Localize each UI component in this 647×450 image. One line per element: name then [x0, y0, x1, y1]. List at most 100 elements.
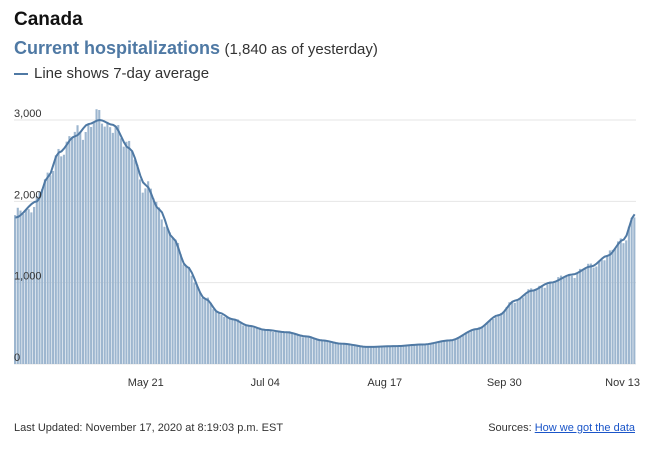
bar-day-69 — [201, 297, 204, 364]
x-tick-label-0: May 21 — [128, 377, 164, 389]
x-tick-label-2: Aug 17 — [367, 377, 402, 389]
sources: Sources: How we got the data — [488, 422, 635, 434]
bar-day-119 — [337, 342, 340, 364]
bar-day-111 — [315, 338, 318, 364]
bar-day-187 — [521, 297, 525, 364]
bar-day-20 — [68, 136, 71, 364]
bar-day-120 — [339, 343, 343, 364]
bar-day-50 — [149, 188, 152, 364]
bar-day-85 — [244, 326, 247, 364]
bar-day-95 — [272, 332, 275, 364]
bar-day-191 — [532, 290, 535, 364]
bar-day-94 — [269, 330, 272, 364]
bar-day-142 — [399, 345, 402, 364]
y-tick-label-2: 2,000 — [14, 189, 42, 201]
bar-day-27 — [87, 124, 90, 365]
bar-day-133 — [375, 346, 378, 364]
bar-day-172 — [481, 326, 484, 364]
bar-day-49 — [147, 181, 150, 364]
bar-day-136 — [383, 347, 386, 364]
bar-day-197 — [549, 281, 552, 364]
bar-day-0 — [14, 215, 17, 364]
y-tick-label-3: 3,000 — [14, 108, 42, 120]
bar-day-205 — [570, 275, 573, 364]
bar-day-147 — [413, 345, 416, 364]
bar-day-199 — [554, 282, 557, 364]
bar-day-44 — [133, 159, 136, 364]
bar-day-145 — [407, 345, 410, 364]
bar-day-46 — [138, 179, 142, 364]
bar-day-153 — [429, 343, 432, 364]
bar-day-18 — [62, 154, 66, 364]
bar-day-180 — [502, 311, 506, 364]
sources-link[interactable]: How we got the data — [534, 422, 635, 434]
bar-day-152 — [426, 343, 429, 364]
bar-day-167 — [467, 331, 470, 364]
bar-day-12 — [46, 172, 49, 364]
bar-day-8 — [35, 196, 38, 364]
bar-day-33 — [103, 126, 106, 364]
bar-day-53 — [157, 207, 161, 364]
bar-day-21 — [71, 137, 74, 364]
bar-day-96 — [274, 331, 277, 364]
bar-day-102 — [291, 333, 294, 364]
bar-day-1 — [16, 207, 19, 364]
bar-day-98 — [280, 332, 283, 364]
bar-day-3 — [22, 213, 25, 364]
bar-day-61 — [179, 254, 182, 364]
bar-day-163 — [456, 337, 459, 364]
x-tick-label-3: Sep 30 — [487, 377, 522, 389]
bar-day-196 — [546, 284, 549, 364]
bar-day-118 — [334, 343, 337, 364]
bar-day-141 — [396, 345, 400, 364]
bar-day-90 — [258, 327, 261, 364]
bar-day-218 — [606, 255, 609, 364]
seven-day-average-line — [15, 119, 636, 348]
bar-day-101 — [288, 331, 291, 364]
bar-day-176 — [492, 319, 495, 364]
bar-day-165 — [462, 335, 465, 364]
region-title: Canada — [14, 9, 83, 30]
bar-day-123 — [348, 343, 351, 364]
bar-day-182 — [508, 302, 511, 364]
bar-day-79 — [228, 317, 231, 364]
bar-day-194 — [540, 286, 544, 364]
bar-day-77 — [223, 316, 226, 364]
bar-day-203 — [565, 276, 568, 364]
bar-day-127 — [358, 346, 362, 364]
bar-day-178 — [497, 314, 500, 364]
bar-day-148 — [415, 344, 419, 364]
legend-label: Line shows 7-day average — [34, 65, 210, 82]
bar-day-139 — [391, 346, 394, 364]
bar-day-9 — [38, 191, 41, 364]
bar-day-186 — [519, 297, 522, 364]
bar-day-125 — [353, 346, 356, 364]
bar-day-207 — [576, 273, 579, 364]
bar-day-128 — [361, 346, 364, 364]
bar-day-30 — [95, 109, 98, 364]
bar-day-19 — [65, 141, 68, 364]
bar-day-132 — [372, 347, 375, 364]
bar-day-48 — [144, 188, 147, 364]
bar-day-11 — [43, 179, 46, 364]
bar-day-151 — [424, 344, 427, 364]
bar-day-84 — [242, 325, 245, 364]
bar-day-56 — [166, 227, 169, 364]
bar-day-43 — [130, 151, 133, 364]
bar-day-192 — [535, 288, 538, 364]
bar-day-150 — [421, 344, 424, 364]
bar-day-55 — [163, 226, 166, 364]
bar-day-188 — [524, 294, 527, 364]
bar-day-198 — [551, 283, 554, 364]
bar-day-214 — [595, 266, 598, 364]
bar-day-170 — [475, 328, 478, 364]
bar-day-26 — [84, 132, 87, 364]
bar-day-41 — [125, 141, 128, 364]
bar-day-34 — [106, 121, 109, 364]
bar-day-103 — [293, 334, 296, 364]
bar-day-181 — [505, 307, 508, 364]
bar-day-74 — [215, 311, 218, 364]
bar-day-54 — [160, 219, 163, 364]
bar-day-224 — [622, 243, 625, 364]
bar-day-174 — [486, 322, 489, 364]
